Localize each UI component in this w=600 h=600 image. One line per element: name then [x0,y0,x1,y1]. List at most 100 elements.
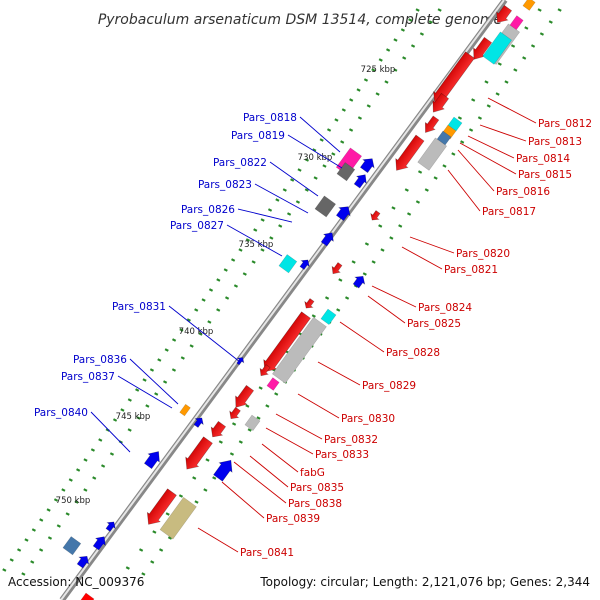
orf-tick [524,26,529,30]
orf-tick [530,44,536,48]
leader-line [275,413,323,440]
gene-label[interactable]: Pars_0825 [407,318,461,330]
gene-label[interactable]: fabG [300,467,325,479]
gene-label[interactable]: Pars_0837 [61,371,115,383]
gene-label[interactable]: Pars_0819 [231,130,285,142]
orf-tick [189,344,194,348]
gene-label[interactable]: Pars_0835 [290,482,344,494]
gene-label[interactable]: Pars_0814 [516,153,570,165]
orf-tick [460,140,465,144]
gene-label[interactable]: Pars_0828 [386,347,440,359]
orf-tick [419,32,424,36]
orf-tick [548,20,553,24]
orf-tick [451,152,456,156]
gene-label[interactable]: Pars_0826 [181,204,235,216]
orf-tick [207,320,212,324]
orf-tick [74,500,79,504]
orf-tick [76,468,81,472]
feature-block [314,195,337,218]
gene-label[interactable]: Pars_0816 [496,186,550,198]
orf-tick [258,386,263,390]
orf-tick [216,278,221,282]
orf-tick [326,128,332,132]
gene-label[interactable]: Pars_0821 [444,264,498,276]
orf-tick [167,536,173,540]
gene-label[interactable]: Pars_0832 [324,434,378,446]
orf-tick [245,238,250,242]
gene-label[interactable]: Pars_0829 [362,380,416,392]
map-title: Pyrobaculum arsenaticum DSM 13514, compl… [98,12,502,28]
orf-tick [402,56,407,60]
gene-label[interactable]: Pars_0839 [266,513,320,525]
orf-tick [311,314,316,318]
forward-gene-arrow [433,51,475,104]
gene-label[interactable]: Pars_0812 [538,118,592,130]
orf-tick [371,260,376,264]
orf-tick [231,422,237,426]
orf-tick [203,488,208,492]
orf-tick [162,380,168,384]
scale-tick-label: 745 kbp [116,412,151,422]
orf-tick [56,524,61,528]
orf-tick [386,48,391,52]
gene-label[interactable]: Pars_0831 [112,301,166,313]
orf-tick [471,98,476,102]
reverse-gene-arrow [320,232,334,247]
gene-label[interactable]: Pars_0841 [240,547,294,559]
orf-tick [141,572,146,576]
leader-line [117,375,173,409]
gene-label[interactable]: Pars_0820 [456,248,510,260]
reverse-gene-arrow [143,451,160,470]
gene-label[interactable]: Pars_0818 [243,112,297,124]
orf-tick [313,176,318,180]
leader-line [221,481,265,519]
orf-tick [192,476,197,480]
leader-lines [90,97,537,553]
orf-tick [238,248,243,252]
orf-tick [112,418,118,422]
gene-label[interactable]: Pars_0815 [518,169,572,181]
orf-tick [457,116,463,120]
orf-tick [256,416,261,420]
scale-tick-label: 735 kbp [239,240,274,250]
orf-tick [278,224,283,228]
orf-tick [384,80,389,84]
gene-label[interactable]: Pars_0833 [315,449,369,461]
gene-label[interactable]: Pars_0827 [170,220,224,232]
leader-line [233,461,287,504]
gene-label[interactable]: Pars_0822 [213,157,267,169]
orf-tick [304,188,309,192]
orf-tick [2,568,7,572]
gene-label[interactable]: Pars_0830 [341,413,395,425]
orf-tick [351,260,356,264]
forward-gene-arrow [370,210,381,221]
orf-tick [216,308,221,312]
feature-block [179,403,191,417]
gene-label[interactable]: Pars_0838 [288,498,342,510]
orf-tick [139,548,144,552]
gene-label[interactable]: Pars_0824 [418,302,472,314]
gene-label[interactable]: Pars_0813 [528,136,582,148]
feature-block [278,254,298,274]
gene-label[interactable]: Pars_0836 [73,354,127,366]
feature-block [159,496,197,540]
forward-gene-arrow [210,420,227,438]
feature-block [266,377,280,391]
orf-tick [149,368,155,372]
gene-label[interactable]: Pars_0840 [34,407,88,419]
gene-label[interactable]: Pars_0823 [198,179,252,191]
orf-tick [408,18,413,22]
leader-line [317,361,361,386]
orf-tick [282,188,287,192]
orf-tick [251,260,256,264]
orf-tick [242,272,247,276]
leader-line [487,97,537,124]
gene-label[interactable]: Pars_0817 [482,206,536,218]
leader-line [168,305,241,363]
feature-block [522,0,536,11]
feature-block [62,536,82,556]
orf-tick [331,152,336,156]
orf-tick [65,512,70,516]
orf-tick [286,212,292,216]
